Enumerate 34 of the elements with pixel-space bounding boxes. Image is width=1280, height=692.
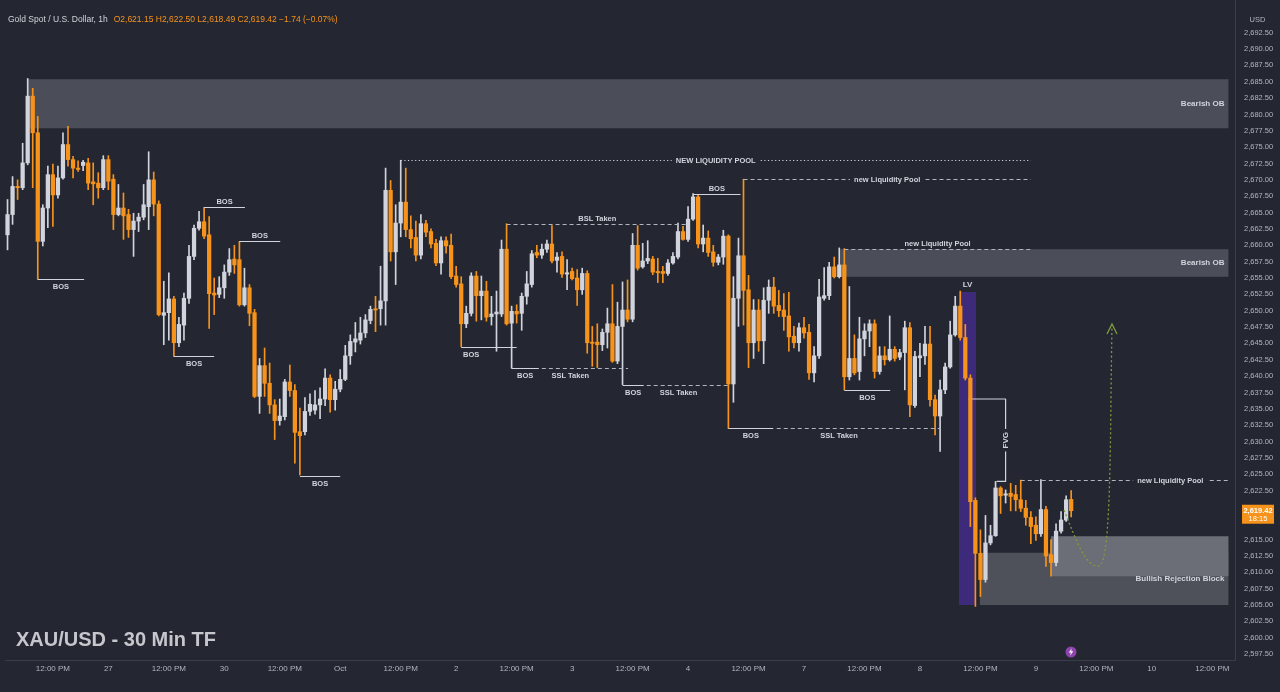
annotation: LV (962, 279, 974, 289)
band-label: Bearish OB (1180, 98, 1225, 108)
x-tick-label: 2 (453, 664, 459, 673)
band-label: Bullish Rejection Block (1135, 574, 1225, 584)
x-tick-label: Oct (334, 664, 348, 673)
annotation: O2,621.15 H2,622.50 L2,618.49 C2,619.42 −1.74 (−0.07%) (113, 14, 338, 25)
text: XAU/USD - 30 Min TF (16, 627, 217, 650)
x-tick-label: 4 (685, 664, 691, 673)
candlestick (564, 259, 570, 291)
x-tick-label: 12:00 PM (151, 664, 187, 673)
x-tick-label: 7 (801, 664, 807, 673)
x-tick-label: 12:00 PM (1195, 664, 1230, 673)
x-tick-label: 30 (219, 664, 230, 673)
x-tick-label: 12:00 PM (615, 664, 651, 673)
x-tick-label: 12:00 PM (963, 664, 998, 673)
band-label: Bearish OB (1180, 258, 1225, 268)
x-tick-label: 12:00 PM (1079, 664, 1114, 673)
candlestick (660, 265, 665, 283)
x-tick-label: 27 (103, 664, 114, 673)
annotation: FVG (1000, 431, 1010, 449)
x-tick-label: 9 (1033, 664, 1039, 673)
text: Gold Spot / U.S. Dollar, 1h (8, 14, 108, 25)
x-tick-label: 12:00 PM (731, 664, 766, 673)
x-tick-label: 12:00 PM (847, 664, 882, 673)
x-tick-label: 12:00 PM (383, 664, 419, 673)
x-tick-label: 10 (1147, 664, 1157, 673)
candlestick (166, 272, 171, 341)
x-tick-label: 3 (569, 664, 575, 673)
candlestick (75, 160, 81, 172)
x-tick-label: 12:00 PM (35, 664, 71, 673)
x-tick-label: 12:00 PM (267, 664, 303, 673)
candlestick (554, 252, 560, 273)
x-tick-label: 8 (917, 664, 923, 673)
x-tick-label: 12:00 PM (499, 664, 535, 673)
